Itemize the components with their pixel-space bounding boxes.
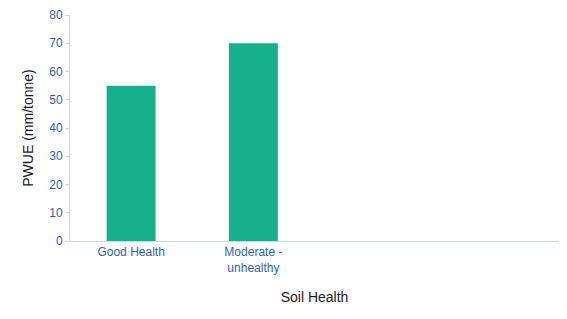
svg-text:20: 20 bbox=[49, 178, 63, 192]
svg-text:80: 80 bbox=[49, 8, 63, 22]
svg-text:Good Health: Good Health bbox=[97, 245, 164, 259]
svg-text:70: 70 bbox=[49, 36, 63, 50]
svg-text:Moderate -unhealthy: Moderate -unhealthy bbox=[224, 245, 282, 275]
svg-text:60: 60 bbox=[49, 65, 63, 79]
svg-text:50: 50 bbox=[49, 93, 63, 107]
svg-text:PWUE (mm/tonne): PWUE (mm/tonne) bbox=[20, 69, 36, 186]
svg-text:30: 30 bbox=[49, 149, 63, 163]
svg-text:Soil Health: Soil Health bbox=[281, 289, 349, 305]
svg-text:40: 40 bbox=[49, 121, 63, 135]
svg-text:0: 0 bbox=[56, 234, 63, 248]
svg-text:10: 10 bbox=[49, 206, 63, 220]
